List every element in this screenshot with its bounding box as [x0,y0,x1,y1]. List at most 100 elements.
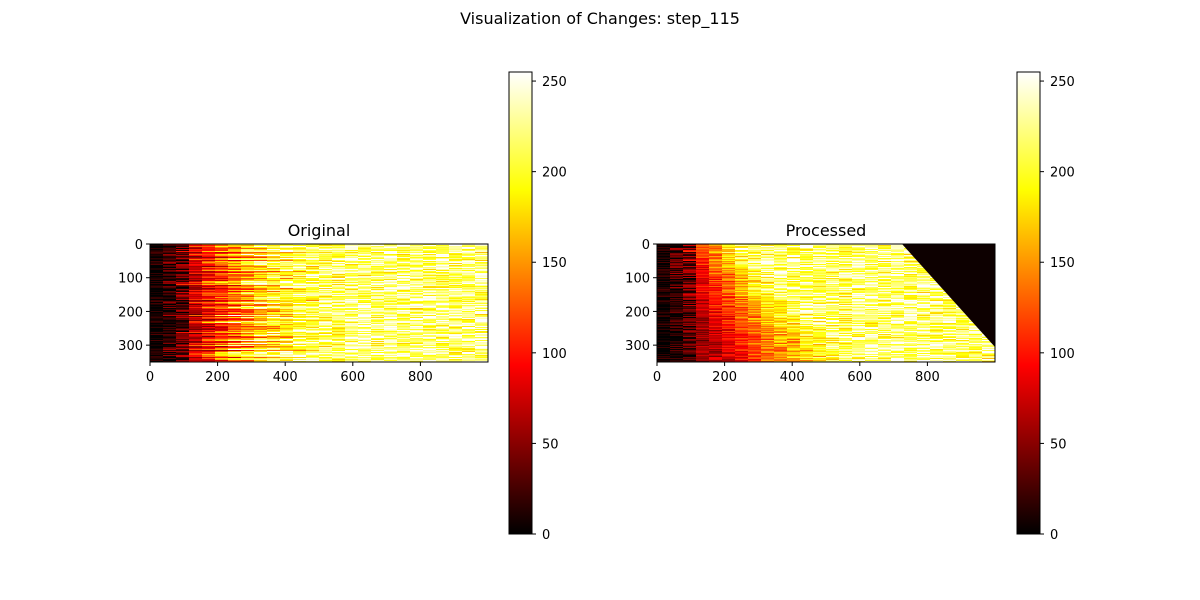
heatmap-processed-cell [930,313,944,315]
heatmap-original-cell [215,320,229,322]
heatmap-original-cell [241,324,255,326]
heatmap-original-cell [462,354,476,356]
heatmap-original-cell [163,341,177,343]
heatmap-original-cell [163,349,177,351]
heatmap-original-cell [462,267,476,269]
heatmap-processed-cell [735,295,749,297]
heatmap-original-cell [189,296,203,298]
heatmap-original-cell [410,284,424,286]
heatmap-processed-cell [839,311,853,313]
heatmap-original-cell [150,335,164,337]
heatmap-processed-cell [813,254,827,256]
heatmap-processed-cell [917,276,931,278]
heatmap-original-cell [228,247,242,249]
heatmap-processed-cell [709,313,723,315]
heatmap-original-cell [397,326,411,328]
heatmap-original-cell [436,340,450,342]
heatmap-processed-cell [904,304,918,306]
heatmap-original-cell [189,286,203,288]
heatmap-processed-cell [800,283,814,285]
heatmap-processed-cell [813,256,827,258]
heatmap-original-cell [163,339,177,341]
heatmap-original-cell [228,290,242,292]
heatmap-processed-cell [800,286,814,288]
heatmap-original-cell [267,341,281,343]
heatmap-original-cell [332,299,346,301]
heatmap-original-cell [189,311,203,313]
heatmap-original-cell [228,301,242,303]
heatmap-original-cell [319,306,333,308]
heatmap-original-cell [202,302,216,304]
heatmap-original-cell [176,336,190,338]
heatmap-processed-cell [891,245,905,247]
heatmap-original-cell [436,267,450,269]
heatmap-original-cell [150,284,164,286]
heatmap-original-cell [475,308,488,310]
heatmap-processed-cell [917,312,931,314]
heatmap-original-cell [254,353,268,355]
heatmap-original-cell [475,270,488,272]
heatmap-original-cell [475,299,488,301]
heatmap-original-cell [176,330,190,332]
heatmap-processed-cell [904,258,918,260]
heatmap-original-cell [163,320,177,322]
heatmap-processed-cell [826,295,840,297]
heatmap-original-cell [228,351,242,353]
heatmap-processed-cell [761,250,775,252]
heatmap-processed-cell [709,246,723,248]
heatmap-processed-cell [735,292,749,294]
heatmap-original-cell [332,267,346,269]
heatmap-original-cell [462,345,476,347]
heatmap-processed-cell [748,304,762,306]
heatmap-original-cell [241,266,255,268]
heatmap-original-cell [280,334,294,336]
heatmap-original-cell [332,343,346,345]
heatmap-processed-cell [878,310,892,312]
heatmap-processed-cell [709,279,723,281]
heatmap-original-cell [475,330,488,332]
heatmap-original-cell [202,331,216,333]
heatmap-original-cell [254,330,268,332]
heatmap-original-cell [384,355,398,357]
heatmap-processed-cell [930,314,944,316]
heatmap-original-cell [319,252,333,254]
heatmap-processed-cell [722,280,736,282]
heatmap-processed-cell [670,269,684,271]
heatmap-original-cell [176,301,190,303]
heatmap-processed-cell [800,301,814,303]
heatmap-original-cell [202,340,216,342]
heatmap-original-cell [150,340,164,342]
heatmap-original-cell [462,291,476,293]
heatmap-original-cell [332,311,346,313]
heatmap-original-cell [189,319,203,321]
heatmap-original-cell [163,291,177,293]
heatmap-original-cell [189,343,203,345]
heatmap-original-cell [189,310,203,312]
heatmap-original-cell [462,247,476,249]
heatmap-original-cell [267,277,281,279]
heatmap-original-cell [436,258,450,260]
heatmap-original-cell [410,347,424,349]
heatmap-original-cell [254,349,268,351]
heatmap-original-cell [150,270,164,272]
heatmap-original-cell [215,295,229,297]
heatmap-original-cell [254,280,268,282]
heatmap-original-cell [371,304,385,306]
heatmap-processed-cell [722,278,736,280]
heatmap-processed-cell [904,273,918,275]
heatmap-processed-cell [852,274,866,276]
heatmap-original-cell [449,272,463,274]
heatmap-original-cell [163,283,177,285]
heatmap-original-cell [345,333,359,335]
heatmap-processed-cell [852,297,866,299]
heatmap-original-cell [462,312,476,314]
heatmap-processed-cell [774,285,788,287]
heatmap-original-cell [462,334,476,336]
heatmap-original-cell [358,310,372,312]
heatmap-original-cell [202,297,216,299]
heatmap-original-cell [358,302,372,304]
heatmap-original-cell [423,316,437,318]
heatmap-original-cell [267,321,281,323]
heatmap-processed-cell [696,306,710,308]
